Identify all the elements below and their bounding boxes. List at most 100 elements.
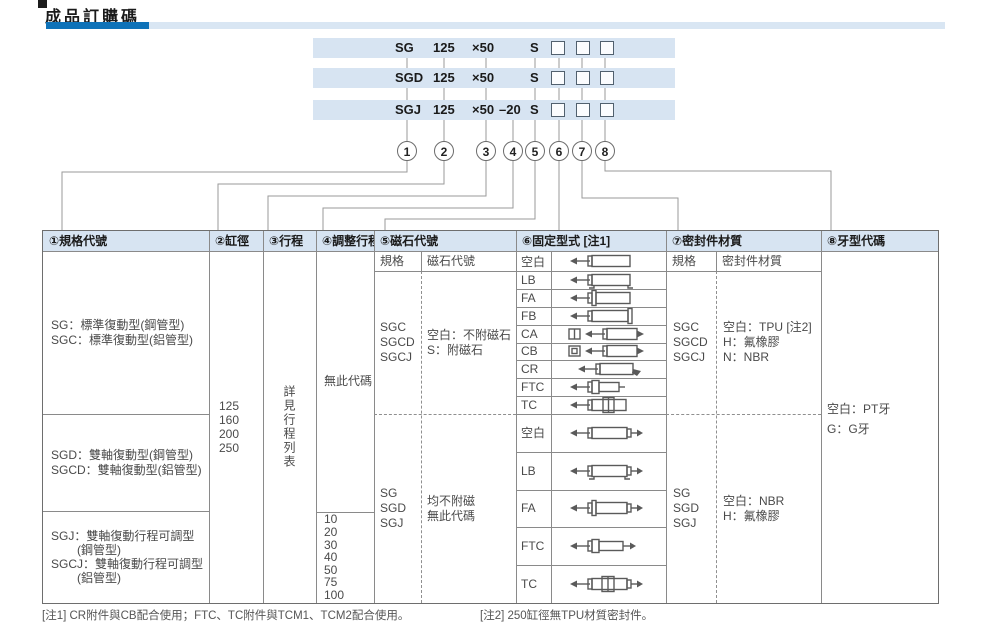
grid-line (516, 527, 666, 529)
model-label: SGC (380, 320, 407, 334)
grid-line (516, 360, 666, 362)
thread-desc: 空白：PT牙 G：G牙 (827, 399, 932, 439)
position-circle-6: 6 (549, 141, 569, 161)
cylinder-mount-icon (551, 343, 666, 361)
spec-line: SGC：標準復動型(鋁管型) (51, 332, 193, 347)
bore-value: 125 (219, 399, 240, 413)
adjust-none-label: 無此代碼 (324, 374, 373, 388)
cylinder-mount-icon (551, 490, 666, 528)
code-band-sgj: SGJ 125 ×50 –20 S (313, 100, 675, 120)
spec-line: SG：標準復動型(鋼管型) (51, 317, 185, 332)
code-band-sg: SG 125 ×50 S (313, 38, 675, 58)
seal-desc-line: N：NBR (723, 350, 770, 364)
position-circle-1: 1 (397, 141, 417, 161)
corner-marker (38, 0, 47, 8)
magnet-top-desc: 空白：不附磁石 S：附磁石 (427, 271, 515, 414)
adjust-value: 10 (324, 512, 338, 527)
spec-line: (鋼管型) (77, 543, 121, 557)
col-header-mount: ⑥固定型式 [注1] (516, 231, 666, 251)
code-model: SGD (395, 70, 424, 85)
code-stroke: ×50 (472, 70, 495, 85)
thread-desc-line: G：G牙 (827, 422, 870, 436)
col-header-magnet: ⑤磁石代號 (374, 231, 516, 251)
grid-line (516, 396, 666, 398)
mount-code: TC (521, 577, 537, 592)
grid-line (516, 324, 666, 326)
mount-code: FTC (521, 539, 545, 554)
col-header-bore: ②缸徑 (209, 231, 263, 251)
mount-code: FA (521, 501, 536, 516)
adjust-value: 100 (324, 587, 345, 602)
stroke-note: 詳見行程列表 (282, 385, 296, 469)
position-circle-4: 4 (503, 141, 523, 161)
mount-code: 空白 (521, 426, 546, 441)
col-header-adjust: ④調整行程 (316, 231, 374, 251)
seal-bottom-desc: 空白：NBR H：氟橡膠 (723, 414, 819, 603)
mount-code: LB (521, 463, 536, 478)
seal-desc-line: 空白：NBR (723, 493, 785, 508)
stroke-note-wrap: 詳見行程列表 (263, 251, 316, 603)
model-label: SGCD (380, 335, 415, 349)
model-label: SGJ (673, 516, 697, 530)
code-magnet: S (530, 102, 539, 117)
seal-subheader-spec: 規格 (672, 254, 697, 268)
mount-code: CB (521, 344, 538, 359)
cylinder-mount-icon (551, 307, 666, 325)
spec-line: (鋁管型) (77, 571, 121, 585)
mount-code: TC (521, 398, 537, 413)
grid-line (666, 271, 821, 272)
spec-line: SGCJ：雙軸復動行程可調型 (51, 557, 204, 571)
adjust-values: 10 20 30 40 50 75 100 (324, 512, 372, 603)
magnet-subheader-spec: 規格 (380, 254, 405, 268)
magnet-desc-line: S：附磁石 (427, 342, 484, 357)
cylinder-mount-icon (551, 378, 666, 396)
code-placeholder-box (551, 41, 565, 55)
cylinder-mount-icon (551, 360, 666, 378)
model-label: SGCJ (673, 350, 706, 364)
seal-subheader-material: 密封件材質 (722, 254, 783, 268)
spec-row-sgj: SGJ：雙軸復動行程可調型 (鋼管型) SGCJ：雙軸復動行程可調型 (鋁管型) (51, 511, 207, 603)
code-bore: 125 (433, 70, 455, 85)
footnote-2: [注2] 250缸徑無TPU材質密封件。 (480, 610, 654, 622)
code-magnet: S (530, 70, 539, 85)
bore-value: 250 (219, 441, 240, 455)
model-label: SG (380, 486, 398, 500)
grid-line (666, 231, 667, 603)
seal-desc-line: 空白：TPU [注2] (723, 320, 812, 334)
code-model: SG (395, 40, 414, 55)
grid-line (374, 271, 516, 272)
grid-line (209, 231, 210, 603)
spec-line: SGD：雙軸復動型(鋼管型) (51, 447, 193, 462)
col-header-thread: ⑧牙型代碼 (821, 231, 938, 251)
model-label: SGCD (673, 335, 708, 349)
page-title: 成品訂購碼 (45, 9, 141, 26)
grid-line (263, 231, 264, 603)
mount-code: LB (521, 272, 536, 287)
adjust-value: 50 (324, 562, 338, 577)
spec-row-sgd: SGD：雙軸復動型(鋼管型) SGCD：雙軸復動型(鋁管型) (51, 414, 207, 511)
bore-value: 160 (219, 413, 240, 427)
mount-code: FTC (521, 380, 545, 395)
mount-code: 空白 (521, 254, 546, 269)
code-placeholder-box (576, 71, 590, 85)
cylinder-mount-icon (551, 414, 666, 452)
connector-lines (61, 58, 832, 230)
grid-line (516, 565, 666, 567)
code-placeholder-box (551, 103, 565, 117)
title-underline-light (46, 22, 945, 29)
grid-line-dashed (374, 414, 516, 415)
grid-line (43, 511, 209, 512)
cylinder-mount-icon (551, 289, 666, 307)
grid-line (516, 414, 666, 415)
grid-line (516, 378, 666, 380)
code-placeholder-box (576, 103, 590, 117)
grid-line (516, 342, 666, 344)
model-label: SGCJ (380, 350, 413, 364)
position-circle-7: 7 (572, 141, 592, 161)
bore-value: 200 (219, 427, 240, 441)
grid-line (43, 414, 209, 415)
seal-top-desc: 空白：TPU [注2] H：氟橡膠 N：NBR (723, 271, 819, 414)
cylinder-mount-icon (551, 325, 666, 343)
model-label: SGD (380, 501, 407, 515)
grid-line (316, 231, 317, 603)
